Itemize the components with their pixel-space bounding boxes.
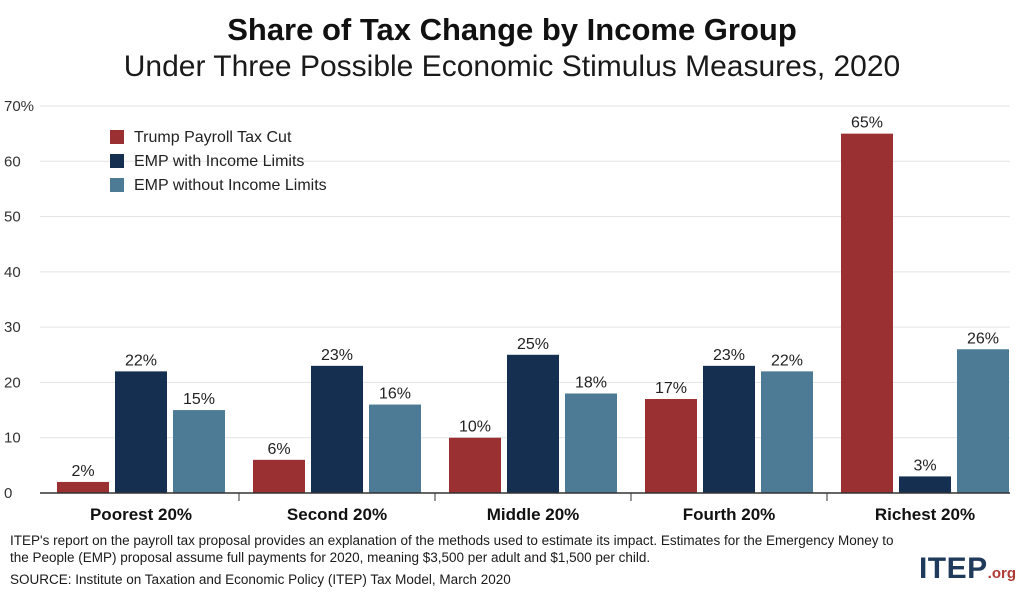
bar (645, 399, 697, 493)
bar (57, 481, 109, 493)
data-label: 65% (851, 115, 883, 132)
bar (761, 371, 813, 493)
data-label: 10% (459, 419, 491, 436)
x-axis: Poorest 20% Second 20% Middle 20% Fourth 20… (40, 492, 1010, 524)
data-label: 26% (967, 330, 999, 347)
y-tick-label: 40 (4, 264, 21, 281)
data-label: 25% (517, 336, 549, 353)
y-tick-label: 70% (4, 98, 34, 115)
chart-subtitle: Under Three Possible Economic Stimulus M… (123, 50, 901, 83)
bar (369, 404, 421, 493)
legend-swatch (110, 154, 124, 168)
legend-label: EMP without Income Limits (134, 177, 327, 194)
logo-suffix: .org (987, 565, 1016, 582)
logo-main: ITEP (918, 552, 988, 585)
x-category-label: Richest 20% (875, 505, 975, 524)
y-tick-label: 60 (4, 153, 21, 170)
y-tick-label: 0 (4, 485, 12, 502)
legend-swatch (110, 178, 124, 192)
legend-swatch (110, 130, 124, 144)
legend-label: EMP with Income Limits (134, 153, 304, 170)
data-label: 18% (575, 374, 607, 391)
bar (311, 365, 363, 493)
y-axis-ticks: 0 10 20 30 40 50 60 70% (4, 98, 34, 502)
bar (565, 393, 617, 493)
data-label: 22% (125, 352, 157, 369)
x-category-label: Middle 20% (487, 505, 580, 524)
bars (57, 133, 1009, 493)
legend: Trump Payroll Tax Cut EMP with Income Lim… (110, 129, 327, 194)
data-label: 23% (321, 347, 353, 364)
data-label: 3% (913, 457, 936, 474)
y-tick-label: 10 (4, 430, 21, 447)
bar-chart: 0 10 20 30 40 50 60 70% 2% 22% 15% 6% 23% 16% 10% 25% 1… (4, 98, 1010, 524)
source-note: SOURCE: Institute on Taxation and Econom… (10, 572, 511, 587)
footnote: ITEP's report on the payroll tax proposa… (10, 533, 894, 565)
bar (173, 410, 225, 493)
chart-title: Share of Tax Change by Income Group (227, 12, 797, 47)
data-label: 17% (655, 380, 687, 397)
y-tick-label: 50 (4, 209, 21, 226)
data-label: 15% (183, 391, 215, 408)
data-label: 2% (71, 463, 94, 480)
data-labels: 2% 22% 15% 6% 23% 16% 10% 25% 18% 17% 23% 22% 65% 3% 2… (71, 115, 999, 480)
x-category-label: Fourth 20% (683, 505, 776, 524)
x-category-label: Second 20% (287, 505, 387, 524)
bar (841, 133, 893, 493)
bar (115, 371, 167, 493)
y-tick-label: 30 (4, 319, 21, 336)
data-label: 22% (771, 352, 803, 369)
bar (899, 476, 951, 493)
data-label: 6% (267, 441, 290, 458)
bar (507, 354, 559, 493)
y-tick-label: 20 (4, 374, 21, 391)
x-category-label: Poorest 20% (90, 505, 192, 524)
bar (253, 459, 305, 493)
data-label: 23% (713, 347, 745, 364)
bar (449, 437, 501, 493)
legend-label: Trump Payroll Tax Cut (134, 129, 292, 146)
bar (957, 349, 1009, 493)
bar (703, 365, 755, 493)
data-label: 16% (379, 386, 411, 403)
itep-logo: ITEP.org (919, 552, 1016, 586)
